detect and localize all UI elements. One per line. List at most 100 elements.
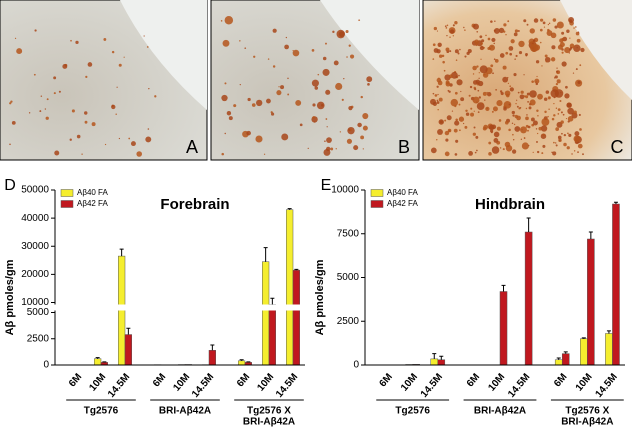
stain: [546, 30, 553, 36]
stain: [489, 93, 492, 96]
stain: [534, 78, 540, 84]
stain: [536, 109, 539, 112]
stain: [62, 64, 68, 69]
stain: [503, 107, 507, 111]
stain: [490, 129, 494, 133]
stain: [462, 122, 465, 125]
x-tick-label: 14.5M: [419, 372, 445, 400]
stain: [253, 55, 256, 58]
stain: [450, 98, 459, 107]
stain: [547, 96, 551, 100]
stain: [568, 17, 575, 23]
stain: [509, 85, 512, 88]
stain: [476, 149, 478, 152]
stain: [9, 102, 12, 105]
stain: [346, 56, 348, 58]
stain: [314, 86, 319, 90]
stain: [573, 27, 575, 29]
error-bar: [126, 327, 131, 335]
chart-title: Forebrain: [160, 196, 229, 213]
stain: [523, 74, 525, 76]
stain: [436, 85, 439, 88]
stain: [482, 126, 487, 131]
bar: [554, 359, 563, 366]
error-bar: [102, 361, 107, 363]
stain: [444, 119, 447, 122]
legend-swatch: [370, 200, 384, 208]
stain: [115, 113, 117, 115]
stain: [507, 77, 509, 79]
stain: [573, 44, 581, 53]
x-tick-label: 10M: [399, 372, 420, 394]
stain: [445, 80, 450, 85]
stain: [575, 68, 578, 71]
stain: [130, 141, 136, 147]
stain: [493, 138, 499, 143]
stain: [491, 110, 494, 113]
stain: [224, 15, 234, 25]
stain: [284, 44, 289, 50]
stain: [495, 88, 497, 91]
stain: [514, 29, 519, 33]
stain: [555, 82, 559, 86]
stain: [513, 73, 517, 77]
error-bar: [95, 357, 100, 359]
stain: [455, 118, 458, 122]
stain: [362, 125, 368, 131]
stain: [508, 46, 514, 51]
chart-title: Hindbrain: [475, 196, 545, 213]
stain: [561, 51, 564, 54]
stain: [233, 104, 237, 108]
group-label: BRI-Aβ42A: [243, 417, 295, 428]
stain: [154, 95, 157, 98]
stain: [553, 102, 555, 105]
stain: [444, 74, 451, 81]
stain: [514, 114, 519, 119]
stain: [566, 146, 570, 150]
stain: [147, 128, 150, 130]
stain: [449, 29, 455, 34]
x-tick-label: 10M: [255, 372, 276, 394]
stain: [555, 127, 560, 131]
stain: [281, 133, 289, 141]
stain: [476, 65, 479, 68]
stain: [561, 61, 567, 67]
stain: [553, 114, 556, 117]
stain: [224, 82, 227, 85]
stain: [517, 91, 520, 94]
stain: [280, 85, 285, 90]
stain: [470, 112, 475, 117]
stain: [470, 107, 473, 110]
stain: [532, 120, 538, 126]
stain: [460, 97, 465, 102]
stain: [111, 50, 115, 54]
stain: [569, 37, 571, 39]
stain: [577, 80, 581, 84]
stain: [536, 132, 539, 135]
bar: [124, 334, 132, 366]
stain: [326, 126, 328, 128]
x-tick-label: 14.5M: [506, 372, 532, 400]
stain: [437, 93, 439, 96]
stain: [524, 137, 526, 139]
x-tick-label: 14.5M: [593, 372, 619, 400]
stain: [535, 81, 537, 83]
stain: [525, 54, 528, 57]
stain: [148, 88, 150, 90]
stain: [569, 46, 573, 50]
bar: [94, 358, 102, 366]
y-tick-label: 7500: [337, 228, 360, 239]
stain: [561, 31, 565, 35]
stain: [335, 82, 343, 91]
stain: [330, 147, 334, 151]
stain: [311, 49, 315, 52]
stain: [545, 90, 550, 94]
stain: [226, 111, 232, 116]
stain: [510, 89, 513, 91]
stain: [10, 100, 13, 103]
stain: [551, 45, 556, 50]
stain: [503, 23, 507, 27]
error-bar: [501, 284, 506, 292]
stain: [439, 54, 443, 58]
stain: [317, 73, 320, 76]
